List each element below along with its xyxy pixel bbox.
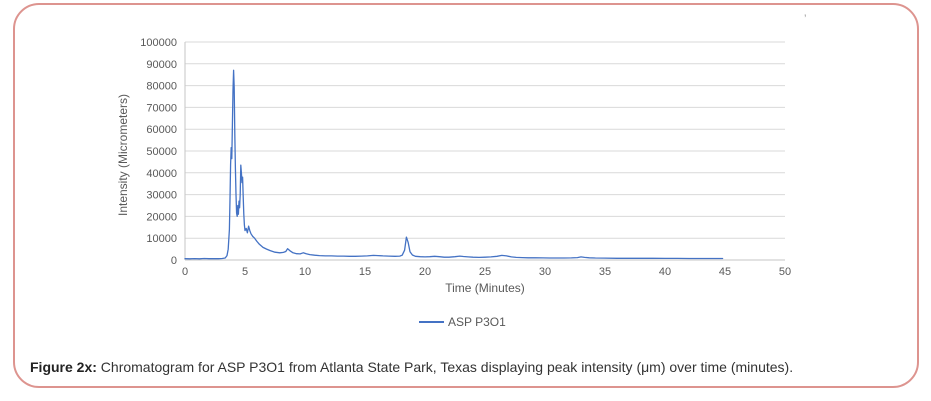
x-axis-title: Time (Minutes)	[445, 281, 525, 295]
x-tick-label: 15	[359, 266, 371, 278]
y-tick-label: 100000	[140, 37, 177, 49]
chart-canvas: 0 10000 20000 30000 40000 50000 60000 70000 8000…	[116, 37, 791, 329]
figure-caption-text: Chromatogram for ASP P3O1 from Atlanta S…	[96, 359, 794, 375]
series-line	[184, 69, 724, 260]
x-tick-label: 25	[479, 266, 491, 278]
y-tick-label: 10000	[146, 233, 177, 245]
x-tick-label: 30	[539, 266, 551, 278]
x-tick-label: 50	[779, 266, 791, 278]
y-tick-label: 40000	[146, 168, 177, 180]
y-tick-label: 70000	[146, 102, 177, 114]
chromatogram-chart: 0 10000 20000 30000 40000 50000 60000 70000 8000…	[116, 37, 791, 329]
figure-border	[13, 3, 919, 388]
figure-caption: Figure 2x: Chromatogram for ASP P3O1 fro…	[30, 359, 900, 375]
x-tick-label: 0	[182, 266, 188, 278]
y-tick-label: 20000	[146, 211, 177, 223]
y-tick-label: 0	[171, 255, 177, 267]
y-tick-label: 90000	[146, 59, 177, 71]
x-tick-label: 10	[299, 266, 311, 278]
y-tick-label: 30000	[146, 190, 177, 202]
y-axis-title: Intensity (Micrometers)	[116, 94, 130, 216]
legend-label: ASP P3O1	[448, 315, 506, 329]
x-tick-label: 35	[599, 266, 611, 278]
figure-caption-label: Figure 2x:	[30, 359, 97, 375]
x-tick-label: 20	[419, 266, 431, 278]
x-tick-label: 5	[242, 266, 248, 278]
stray-mark: ’	[804, 13, 807, 25]
y-tick-label: 50000	[146, 146, 177, 158]
x-tick-label: 40	[659, 266, 671, 278]
y-tick-label: 80000	[146, 81, 177, 93]
y-tick-label: 60000	[146, 124, 177, 136]
x-tick-label: 45	[719, 266, 731, 278]
